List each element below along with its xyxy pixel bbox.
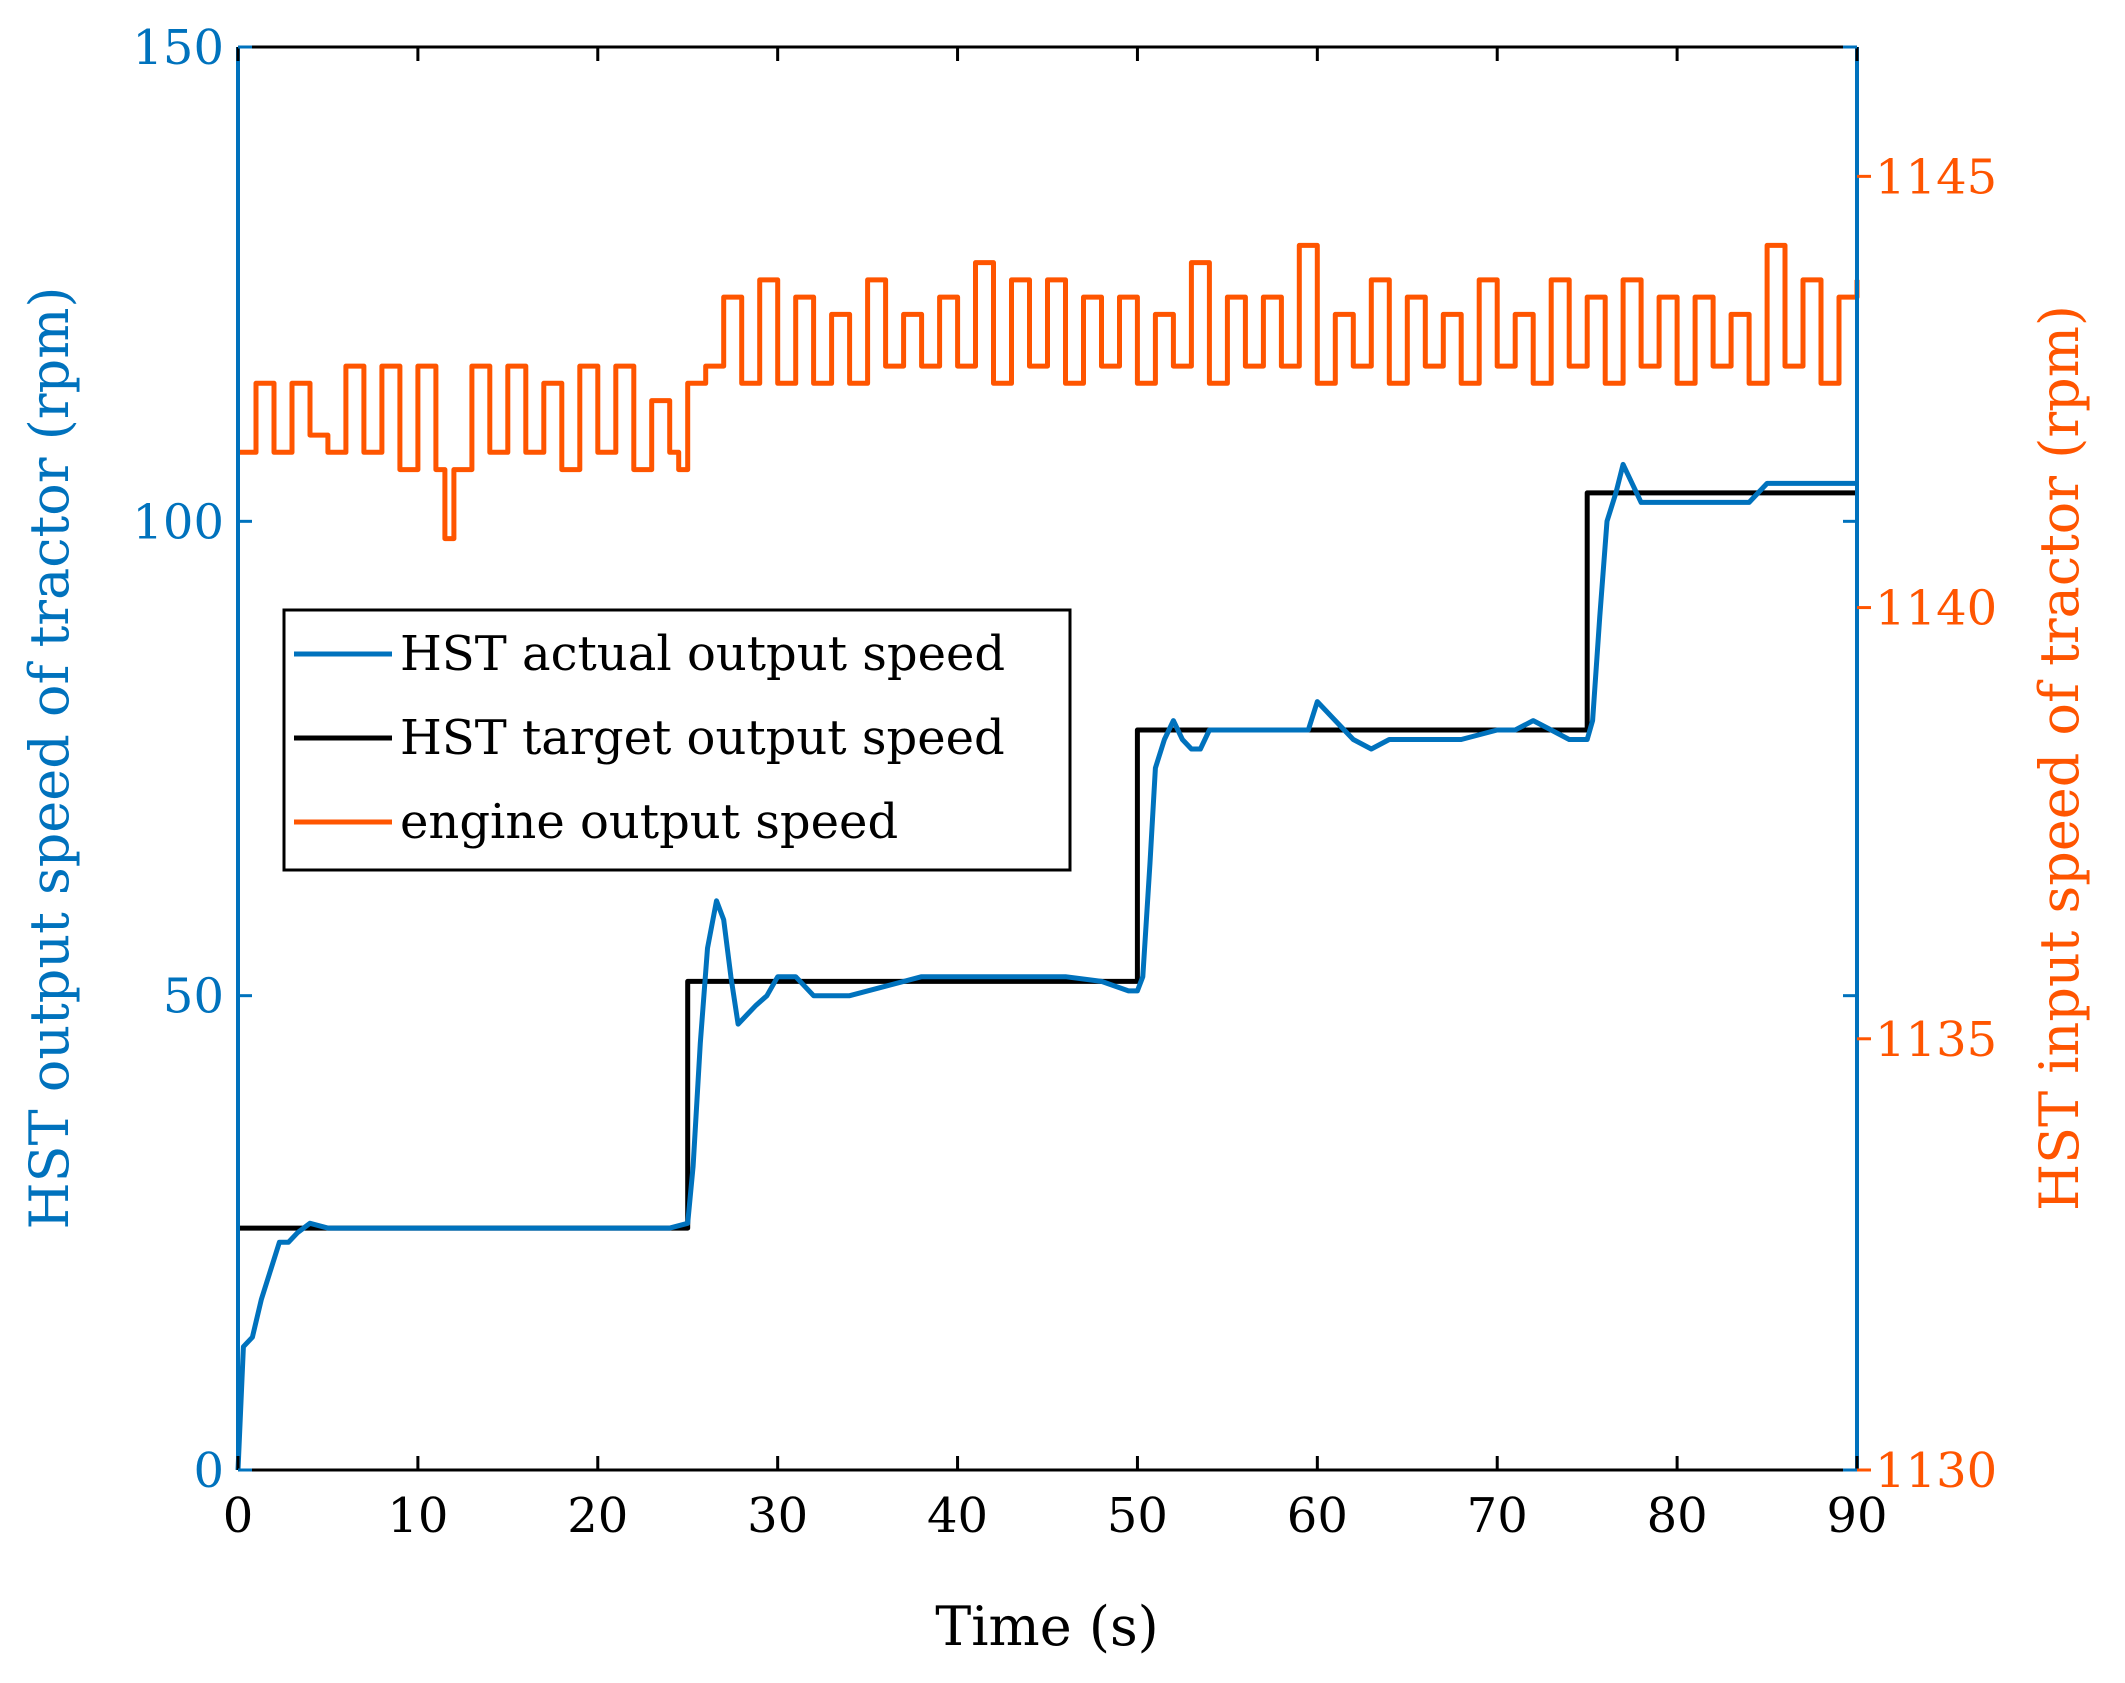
x-tick-label: 20 xyxy=(567,1488,628,1544)
right-y-tick-label: 1130 xyxy=(1875,1443,1997,1499)
x-tick-label: 0 xyxy=(223,1488,254,1544)
plot-lines xyxy=(235,242,1860,1471)
x-tick-label: 50 xyxy=(1107,1488,1168,1544)
x-tick-label: 10 xyxy=(387,1488,448,1544)
series-line-target xyxy=(238,490,1857,1231)
left-y-tick-label: 0 xyxy=(193,1443,224,1499)
series-line-actual xyxy=(235,461,1857,1471)
right-y-tick-label: 1145 xyxy=(1875,149,1997,205)
series-line-engine xyxy=(238,242,1860,542)
right-y-tick-label: 1135 xyxy=(1875,1012,1997,1068)
legend-box xyxy=(282,608,1072,872)
right-y-axis-title: HST input speed of tractor (rpm) xyxy=(2028,305,2091,1211)
left-y-tick-label: 50 xyxy=(163,969,224,1025)
x-tick-label: 90 xyxy=(1826,1488,1887,1544)
x-tick-label: 80 xyxy=(1647,1488,1708,1544)
legend: HST actual output speed HST target outpu… xyxy=(282,608,1072,872)
x-tick-label: 60 xyxy=(1287,1488,1348,1544)
x-tick-label: 70 xyxy=(1467,1488,1528,1544)
axes-frame xyxy=(236,45,1859,1472)
left-y-tick-label: 100 xyxy=(132,494,224,550)
legend-label-engine: engine output speed xyxy=(400,794,898,850)
right-y-tick-label: 1140 xyxy=(1875,581,1997,637)
left-y-axis-title: HST output speed of tractor (rpm) xyxy=(18,287,81,1230)
tick-labels: 0 10 20 30 40 50 60 70 80 90 0 50 100 150 1130 1135 1140… xyxy=(132,20,1997,1544)
x-axis-title: Time (s) xyxy=(935,1595,1158,1658)
legend-label-target: HST target output speed xyxy=(400,710,1005,766)
x-tick-label: 30 xyxy=(747,1488,808,1544)
left-y-tick-label: 150 xyxy=(132,20,224,76)
legend-label-actual: HST actual output speed xyxy=(400,626,1005,682)
axis-ticks xyxy=(236,45,1871,1472)
x-tick-label: 40 xyxy=(927,1488,988,1544)
